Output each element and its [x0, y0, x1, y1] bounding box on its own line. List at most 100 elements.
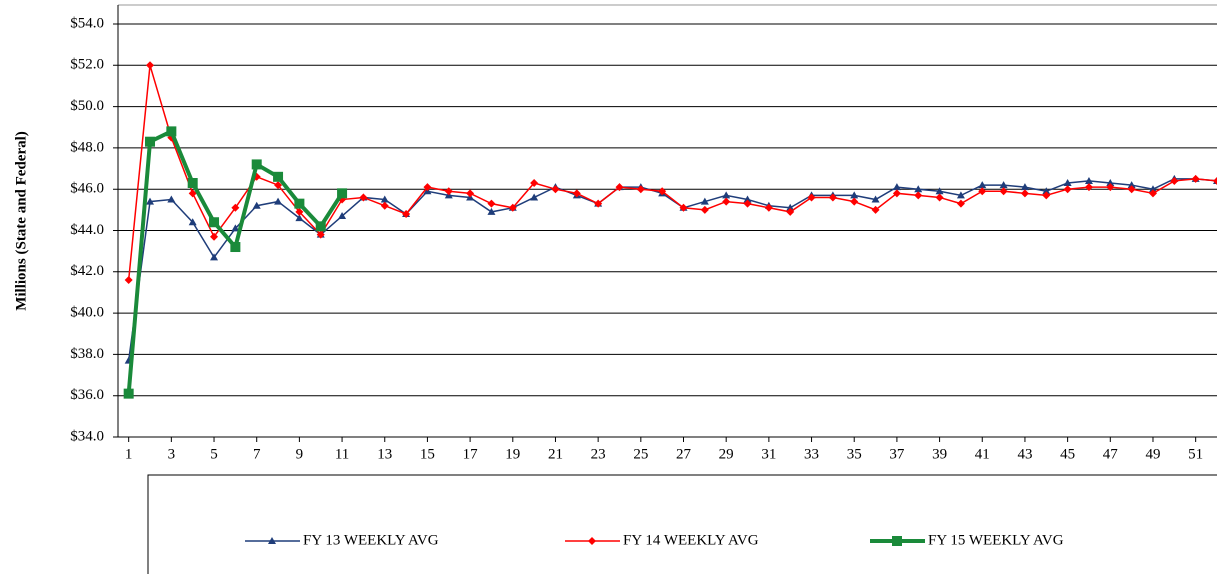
x-tick-label: 23: [591, 446, 606, 462]
data-point: [146, 197, 155, 205]
data-point: [615, 183, 624, 192]
data-point: [380, 195, 389, 203]
data-point: [978, 187, 987, 196]
data-point: [145, 136, 156, 147]
data-point: [1191, 174, 1200, 183]
data-point: [295, 214, 304, 222]
x-tick-label: 7: [253, 446, 261, 462]
data-point: [743, 199, 752, 208]
x-tick-label: 27: [676, 446, 692, 462]
data-point: [210, 253, 219, 261]
data-point: [487, 207, 496, 215]
data-point: [230, 242, 241, 253]
y-tick-label: $36.0: [70, 387, 104, 403]
y-tick-label: $44.0: [70, 222, 104, 238]
data-point: [999, 187, 1008, 196]
data-point: [786, 203, 795, 211]
data-point: [508, 203, 517, 212]
x-tick-label: 35: [847, 446, 862, 462]
legend-label: FY 14 WEEKLY AVG: [623, 532, 759, 548]
x-tick-label: 19: [505, 446, 520, 462]
data-point: [722, 191, 731, 199]
y-tick-label: $54.0: [70, 15, 104, 31]
x-tick-label: 13: [377, 446, 392, 462]
legend-marker: [268, 537, 276, 544]
data-point: [1020, 189, 1029, 198]
data-point: [487, 199, 496, 208]
data-point: [551, 185, 560, 194]
x-tick-label: 33: [804, 446, 819, 462]
data-point: [146, 61, 155, 70]
legend-marker: [892, 536, 902, 546]
data-point: [295, 207, 304, 216]
x-tick-label: 41: [975, 446, 990, 462]
data-point: [466, 189, 475, 198]
x-tick-label: 9: [296, 446, 304, 462]
data-point: [315, 221, 326, 232]
data-point: [850, 197, 859, 206]
data-point: [786, 207, 795, 216]
data-point: [210, 232, 219, 241]
x-tick-label: 37: [889, 446, 905, 462]
data-point: [1063, 185, 1072, 194]
data-point: [700, 197, 709, 205]
x-tick-label: 49: [1145, 446, 1160, 462]
data-point: [999, 181, 1008, 189]
y-tick-label: $34.0: [70, 428, 104, 444]
data-point: [252, 201, 261, 209]
data-point: [273, 171, 284, 182]
series-line: [127, 65, 1217, 281]
data-point: [274, 181, 283, 190]
data-point: [359, 193, 368, 202]
y-tick-label: $48.0: [70, 139, 104, 155]
data-point: [1063, 179, 1072, 187]
x-tick-label: 39: [932, 446, 947, 462]
data-point: [530, 193, 539, 201]
data-point: [679, 203, 688, 212]
x-tick-label: 51: [1188, 446, 1203, 462]
data-point: [914, 185, 923, 193]
data-point: [1042, 191, 1051, 200]
data-point: [871, 205, 880, 214]
x-tick-label: 1: [125, 446, 133, 462]
data-point: [850, 191, 859, 199]
legend-box: [147, 474, 1217, 574]
data-point: [1148, 185, 1157, 193]
x-tick-label: 25: [633, 446, 648, 462]
y-tick-label: $46.0: [70, 181, 104, 197]
data-point: [231, 224, 240, 232]
x-tick-label: 45: [1060, 446, 1075, 462]
data-point: [1170, 176, 1179, 185]
data-point: [743, 195, 752, 203]
data-point: [1020, 183, 1029, 191]
x-tick-label: 5: [210, 446, 218, 462]
data-point: [444, 187, 453, 196]
data-point: [764, 203, 773, 212]
data-point: [187, 178, 198, 189]
x-tick-label: 21: [548, 446, 563, 462]
data-point: [166, 126, 177, 137]
data-point: [892, 189, 901, 198]
data-point: [956, 199, 965, 208]
data-point: [251, 159, 262, 170]
data-point: [978, 181, 987, 189]
data-point: [124, 276, 133, 285]
data-point: [338, 212, 347, 220]
x-tick-label: 3: [168, 446, 176, 462]
data-point: [956, 191, 965, 199]
data-point: [871, 195, 880, 203]
y-tick-label: $38.0: [70, 346, 104, 362]
data-point: [700, 205, 709, 214]
data-point: [828, 193, 837, 202]
y-tick-label: $50.0: [70, 98, 104, 114]
x-tick-label: 43: [1017, 446, 1032, 462]
data-point: [231, 203, 240, 212]
x-tick-label: 15: [420, 446, 435, 462]
data-point: [1127, 185, 1136, 194]
data-point: [1084, 183, 1093, 192]
data-point: [572, 189, 581, 198]
data-point: [1213, 176, 1217, 185]
data-point: [188, 218, 197, 226]
data-point: [1106, 183, 1115, 192]
